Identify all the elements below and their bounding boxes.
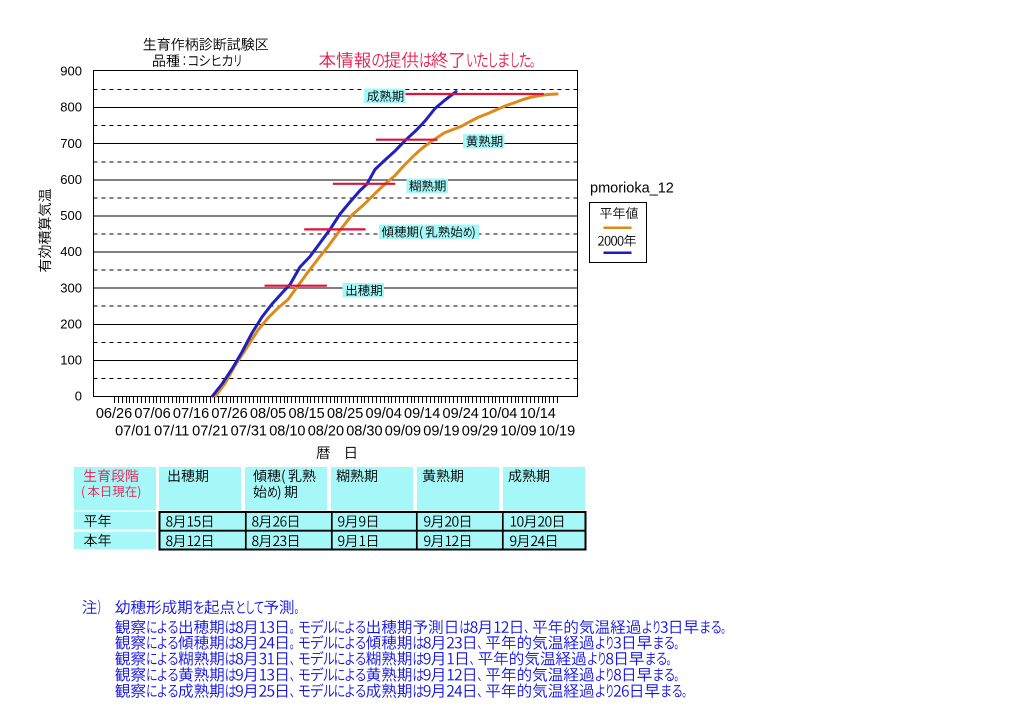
svg-text:10/19: 10/19 (539, 424, 575, 440)
svg-text:09/24: 09/24 (443, 406, 479, 422)
svg-text:09/09: 09/09 (385, 424, 421, 440)
svg-text:07/16: 07/16 (173, 406, 209, 422)
svg-text:08/15: 08/15 (288, 406, 324, 422)
svg-text:800: 800 (60, 100, 82, 115)
svg-text:0: 0 (75, 389, 82, 404)
svg-text:07/11: 07/11 (154, 424, 189, 440)
svg-text:07/01: 07/01 (115, 424, 151, 440)
svg-text:07/06: 07/06 (134, 406, 170, 422)
svg-text:07/21: 07/21 (192, 424, 228, 440)
svg-text:08/10: 08/10 (269, 424, 305, 440)
svg-text:08/05: 08/05 (250, 406, 286, 422)
svg-text:08/25: 08/25 (327, 406, 363, 422)
svg-text:10/09: 10/09 (500, 424, 536, 440)
svg-text:700: 700 (60, 136, 82, 151)
svg-text:200: 200 (60, 316, 82, 331)
svg-text:100: 100 (60, 353, 82, 368)
svg-text:300: 300 (60, 280, 82, 295)
svg-text:07/26: 07/26 (211, 406, 247, 422)
svg-text:400: 400 (60, 244, 82, 259)
svg-text:09/19: 09/19 (423, 424, 459, 440)
svg-text:09/29: 09/29 (462, 424, 498, 440)
svg-text:09/14: 09/14 (404, 406, 440, 422)
svg-text:10/14: 10/14 (520, 406, 556, 422)
svg-text:06/26: 06/26 (96, 406, 132, 422)
svg-text:08/30: 08/30 (346, 424, 382, 440)
svg-text:pmorioka_12: pmorioka_12 (590, 181, 674, 197)
svg-text:900: 900 (60, 64, 82, 79)
svg-text:10/04: 10/04 (481, 406, 517, 422)
svg-text:08/20: 08/20 (308, 424, 344, 440)
svg-text:600: 600 (60, 172, 82, 187)
svg-text:500: 500 (60, 208, 82, 223)
svg-text:09/04: 09/04 (366, 406, 402, 422)
svg-text:07/31: 07/31 (231, 424, 267, 440)
